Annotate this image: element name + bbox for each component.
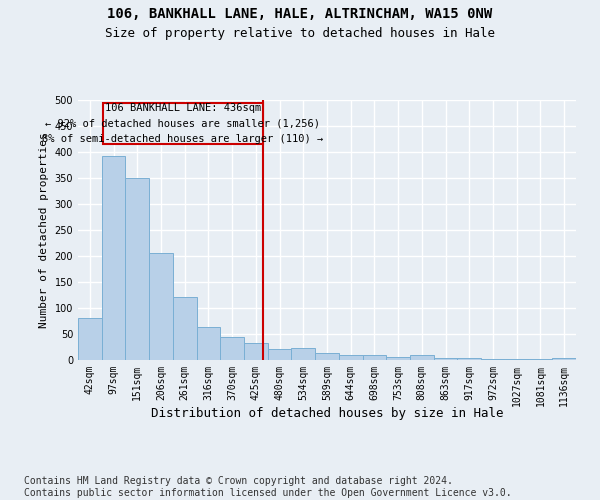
Bar (149, 254, 173, 360)
Bar (386, 357, 410, 360)
Bar (552, 358, 576, 360)
Y-axis label: Number of detached properties: Number of detached properties (39, 132, 49, 328)
Bar (457, 358, 481, 360)
Text: Size of property relative to detached houses in Hale: Size of property relative to detached ho… (105, 28, 495, 40)
Bar (481, 359, 505, 360)
Bar (339, 356, 362, 360)
Bar (410, 355, 434, 360)
Bar (102, 156, 125, 360)
Text: 106 BANKHALL LANE: 436sqm
← 92% of detached houses are smaller (1,256)
8% of sem: 106 BANKHALL LANE: 436sqm ← 92% of detac… (43, 103, 323, 144)
Bar (244, 344, 268, 360)
Bar (197, 326, 220, 360)
Bar (362, 356, 386, 360)
Text: 106, BANKHALL LANE, HALE, ALTRINCHAM, WA15 0NW: 106, BANKHALL LANE, HALE, ALTRINCHAM, WA… (107, 8, 493, 22)
Bar (220, 337, 244, 360)
Text: Contains HM Land Registry data © Crown copyright and database right 2024.
Contai: Contains HM Land Registry data © Crown c… (24, 476, 512, 498)
Bar (125, 178, 149, 360)
Bar (173, 296, 197, 360)
Bar (434, 358, 457, 360)
Bar (315, 352, 339, 360)
Text: Distribution of detached houses by size in Hale: Distribution of detached houses by size … (151, 408, 503, 420)
Bar (78, 318, 102, 360)
Bar (292, 348, 315, 360)
Bar (268, 348, 292, 360)
Bar (103, 102, 263, 144)
